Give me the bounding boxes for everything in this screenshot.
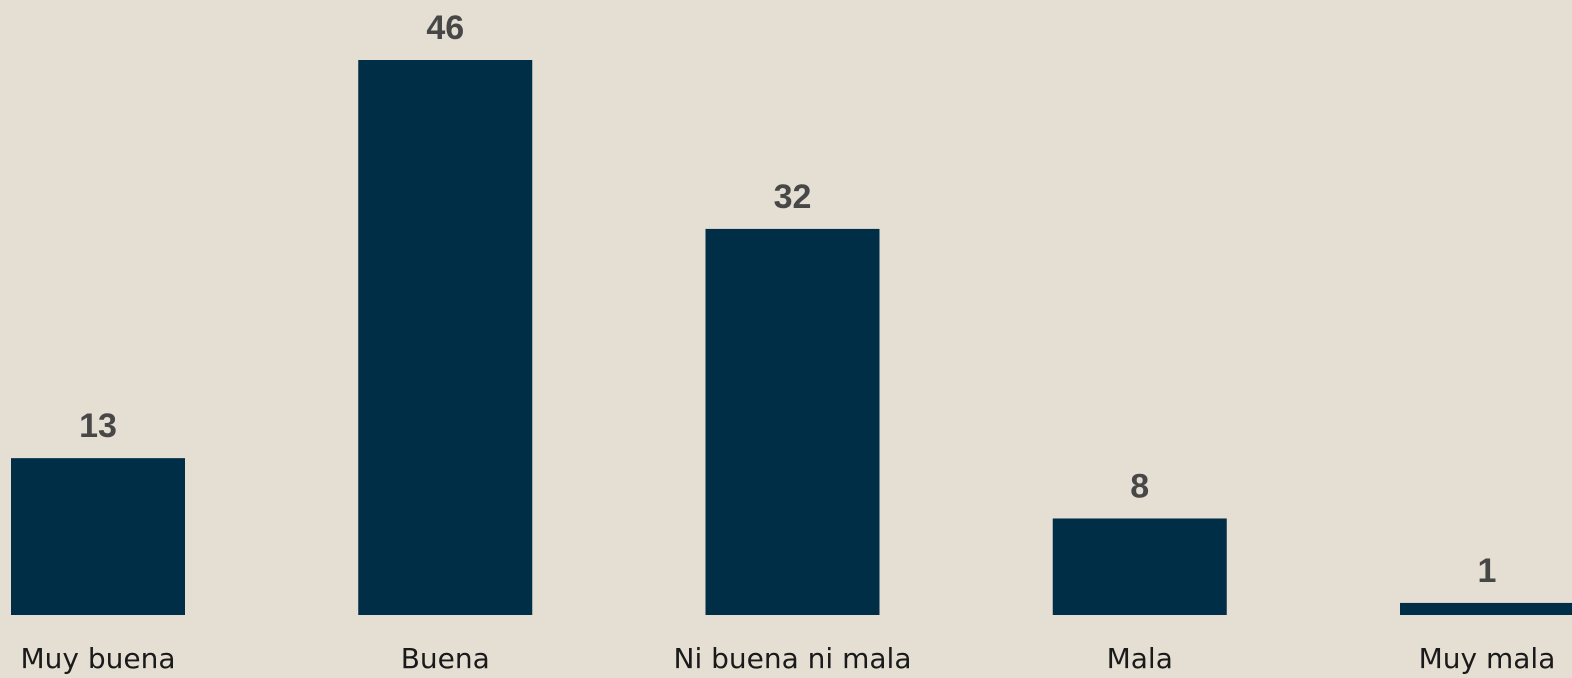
x-tick-label: Mala [1107, 642, 1173, 675]
bar [705, 228, 880, 616]
bar [1052, 518, 1227, 615]
bar [1400, 602, 1572, 615]
value-label: 32 [774, 178, 812, 216]
x-tick-label: Muy buena [20, 642, 175, 675]
value-label: 13 [79, 407, 117, 445]
value-label: 8 [1130, 467, 1149, 505]
bar [11, 458, 185, 615]
x-tick-label: Muy mala [1419, 642, 1556, 675]
x-tick-label: Buena [401, 642, 490, 675]
value-label: 1 [1478, 552, 1497, 590]
value-label: 46 [426, 9, 464, 47]
bar [358, 60, 533, 615]
x-tick-label: Ni buena ni mala [674, 642, 912, 675]
